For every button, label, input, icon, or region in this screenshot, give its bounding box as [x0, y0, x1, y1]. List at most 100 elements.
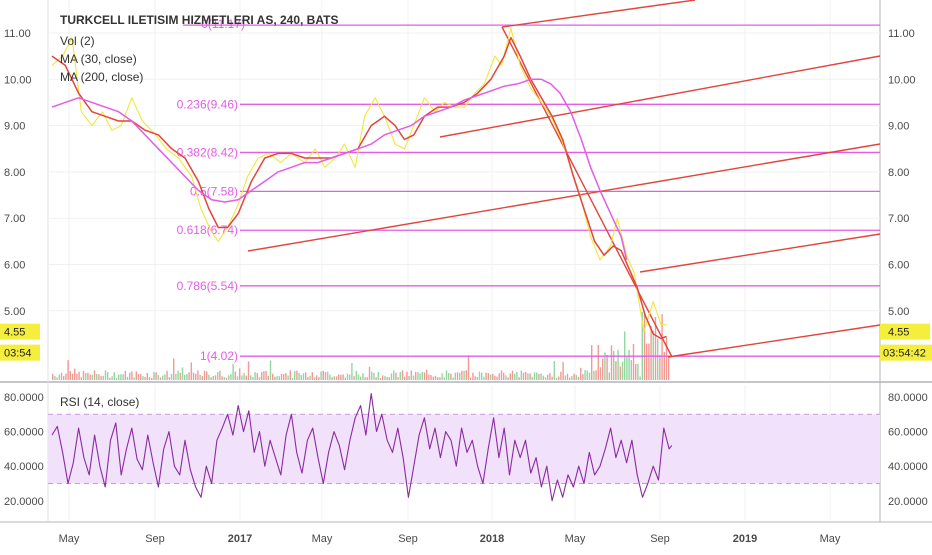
volume-bar: [509, 373, 511, 380]
volume-bar: [52, 374, 54, 380]
volume-bar: [593, 370, 595, 380]
volume-bar: [278, 376, 280, 380]
x-tick-label: May: [59, 533, 80, 545]
volume-bar: [476, 377, 478, 380]
volume-bar: [448, 372, 450, 380]
volume-bar: [553, 361, 555, 380]
rsi-y-tick-right: 20.0000: [888, 496, 928, 508]
volume-bar: [406, 371, 408, 380]
time-badge-text-right: 03:54:42: [883, 348, 926, 360]
volume-bar: [507, 377, 509, 380]
volume-bar: [190, 362, 192, 380]
volume-bar: [467, 355, 470, 380]
volume-bar: [87, 372, 89, 380]
rsi-y-tick-right: 60.0000: [888, 427, 928, 439]
pitchfork-line: [639, 233, 881, 273]
volume-bar: [472, 372, 474, 380]
volume-bar: [93, 370, 96, 380]
volume-bar: [635, 364, 637, 380]
volume-bar: [626, 356, 628, 380]
volume-bar: [456, 372, 459, 380]
volume-bar: [335, 376, 338, 380]
volume-bar: [331, 377, 333, 380]
volume-bar: [162, 375, 164, 380]
volume-bar: [573, 373, 575, 380]
volume-bar: [135, 371, 137, 380]
x-tick-label: May: [565, 533, 586, 545]
volume-bar: [245, 375, 247, 380]
volume-bar: [85, 373, 87, 380]
volume-bar: [113, 372, 115, 380]
legend-item: MA (200, close): [60, 70, 143, 84]
volume-bar: [353, 376, 355, 380]
volume-bar: [489, 374, 492, 380]
volume-bar: [591, 345, 593, 380]
rsi-y-tick-left: 60.0000: [4, 427, 44, 439]
volume-bar: [267, 376, 269, 380]
volume-bar: [241, 375, 243, 380]
volume-bar: [481, 372, 483, 380]
volume-bar: [210, 377, 212, 380]
volume-bar: [313, 377, 316, 380]
pitchfork-line: [501, 26, 673, 358]
volume-bar: [340, 374, 342, 380]
volume-bar: [584, 370, 586, 380]
volume-bar: [261, 371, 263, 380]
volume-bar: [450, 373, 452, 380]
volume-bar: [346, 373, 349, 380]
volume-bar: [527, 373, 529, 380]
volume-bar: [518, 377, 520, 380]
volume-bar: [302, 373, 305, 380]
volume-bar: [562, 362, 564, 380]
volume-bar: [109, 377, 111, 380]
volume-bar: [470, 377, 472, 380]
volume-bar: [230, 374, 232, 380]
volume-bar: [170, 374, 173, 380]
volume-bar: [461, 370, 463, 380]
volume-bar: [283, 374, 285, 380]
y-tick-label-left: 11.00: [4, 28, 31, 40]
volume-bar: [234, 371, 236, 380]
volume-bar: [375, 377, 377, 380]
volume-bar: [219, 370, 221, 380]
volume-bar: [153, 372, 155, 380]
volume-bar: [586, 370, 588, 380]
y-tick-label-right: 6.00: [888, 260, 909, 272]
volume-bar: [217, 372, 219, 380]
volume-bar: [637, 363, 639, 380]
volume-bar: [89, 374, 91, 380]
volume-bar: [599, 367, 602, 380]
volume-bar: [434, 375, 437, 380]
volume-bar: [60, 372, 63, 380]
volume-bar: [300, 375, 302, 380]
rsi-y-tick-left: 80.0000: [4, 392, 44, 404]
y-tick-label-right: 11.00: [888, 28, 915, 40]
rsi-line: [51, 392, 673, 502]
volume-bar: [137, 374, 140, 380]
volume-bar: [628, 350, 630, 380]
volume-bar: [168, 377, 170, 380]
volume-bar: [423, 372, 426, 380]
volume-bar: [549, 373, 551, 380]
volume-bar: [318, 377, 320, 380]
volume-bar: [639, 376, 641, 380]
volume-bar: [118, 374, 120, 380]
volume-bars: [52, 311, 670, 380]
volume-bar: [307, 377, 309, 380]
volume-bar: [71, 373, 74, 380]
time-badge-right: [880, 344, 932, 361]
volume-bar: [544, 377, 547, 380]
rsi-band: [48, 414, 880, 484]
volume-bar: [632, 344, 635, 380]
y-tick-label-left: 7.00: [4, 213, 25, 225]
volume-bar: [74, 368, 76, 380]
volume-bar: [399, 371, 401, 380]
volume-bar: [575, 375, 577, 380]
volume-bar: [311, 372, 313, 380]
volume-bar: [181, 367, 184, 380]
pitchfork-line: [501, 0, 696, 28]
volume-bar: [126, 376, 129, 380]
volume-bar: [324, 372, 327, 380]
price-badge-right: [880, 323, 930, 340]
volume-bar: [483, 376, 485, 380]
